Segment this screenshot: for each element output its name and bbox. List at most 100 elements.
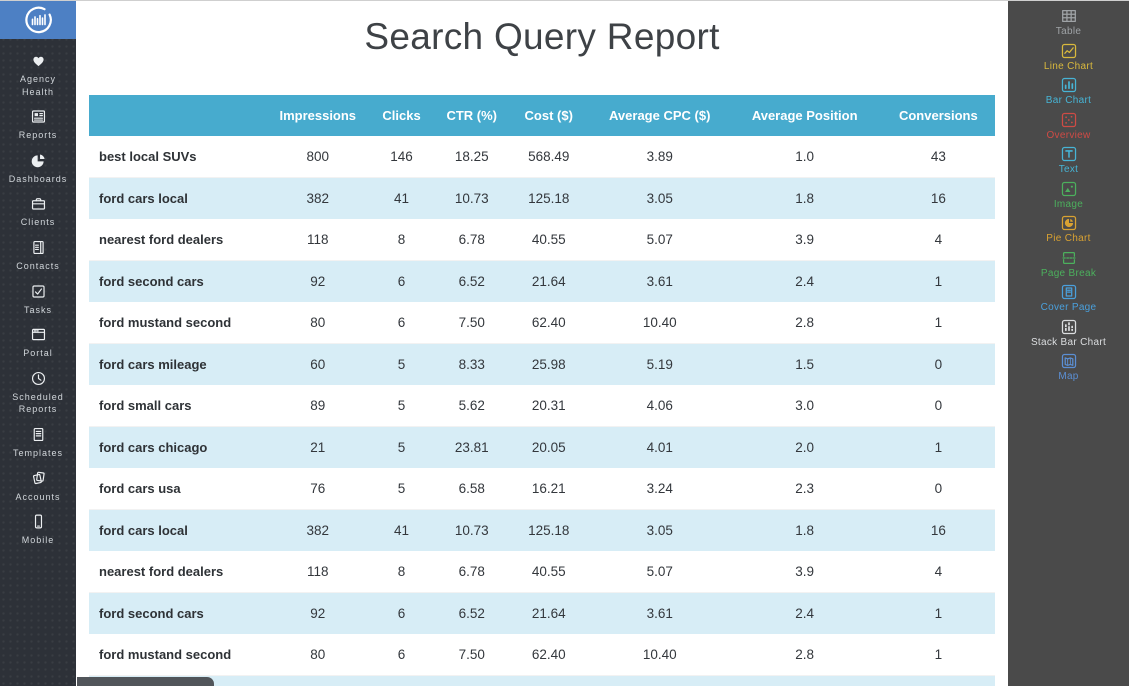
logo-chart-circle-icon	[25, 6, 52, 34]
value-cell: 10.73	[454, 523, 489, 538]
sidebar-item-label: Scheduled Reports	[12, 391, 64, 415]
value-cell: 6.78	[458, 564, 485, 579]
value-cell: 6	[397, 606, 406, 621]
palette-item-pie-chart[interactable]: Pie Chart	[1008, 214, 1129, 249]
column-header-conversions: Conversions	[881, 95, 995, 136]
sidebar-item-contacts[interactable]: Contacts	[0, 239, 76, 273]
sidebar-item-tasks[interactable]: Tasks	[0, 283, 76, 317]
palette-item-bar-chart[interactable]: Bar Chart	[1008, 76, 1129, 111]
table-row: ford cars mileage 60 5 8.33 25.98 5.19 1.5 0	[89, 343, 995, 385]
value-cell: 1	[934, 315, 943, 330]
value-cell: 1	[934, 647, 943, 662]
table-row: ford cars local 382 41 10.73 125.18 3.05 1.8 16	[89, 509, 995, 551]
left-nav: Agency Health Reports Dashboards Clients Con…	[0, 39, 76, 552]
palette-item-line-chart[interactable]: Line Chart	[1008, 42, 1129, 77]
query-cell: ford mustand second	[99, 315, 232, 330]
value-cell: 5.07	[646, 232, 673, 247]
sidebar-item-reports[interactable]: Reports	[0, 108, 76, 142]
value-cell: 800	[306, 149, 330, 164]
palette-item-overview[interactable]: Overview	[1008, 111, 1129, 146]
column-header-cost-: Cost ($)	[505, 95, 592, 136]
value-cell: 3.9	[795, 232, 815, 247]
partial-next-row	[89, 676, 995, 686]
palette-item-label: Map	[1058, 371, 1079, 382]
value-cell: 2.4	[795, 274, 815, 289]
app-logo[interactable]	[0, 1, 76, 39]
value-cell: 10.40	[642, 315, 677, 330]
column-header-impressions: Impressions	[270, 95, 366, 136]
sidebar-item-dashboards[interactable]: Dashboards	[0, 152, 76, 186]
table-row: ford second cars 92 6 6.52 21.64 3.61 2.4 1	[89, 260, 995, 302]
sidebar-item-label: Reports	[18, 130, 58, 141]
sidebar-item-portal[interactable]: Portal	[0, 326, 76, 360]
bar-chart-icon	[1060, 76, 1078, 94]
table-body: best local SUVs 800 146 18.25 568.49 3.89 1.0 4…	[89, 136, 995, 676]
mobile-phone-icon	[30, 513, 47, 530]
column-header-query	[89, 95, 271, 136]
table-row: ford mustand second 80 6 7.50 62.40 10.40 2.8 1	[89, 634, 995, 676]
query-cell: ford cars local	[99, 191, 188, 206]
value-cell: 25.98	[531, 357, 566, 372]
value-cell: 76	[310, 481, 326, 496]
left-sidebar: Agency Health Reports Dashboards Clients Con…	[0, 1, 76, 686]
palette-item-page-break[interactable]: Page Break	[1008, 249, 1129, 284]
value-cell: 16.21	[531, 481, 566, 496]
value-cell: 7.50	[458, 647, 485, 662]
sidebar-item-templates[interactable]: Templates	[0, 426, 76, 460]
palette-item-stack-bar-chart[interactable]: Stack Bar Chart	[1008, 318, 1129, 353]
value-cell: 21	[310, 440, 326, 455]
query-cell: ford cars usa	[99, 481, 181, 496]
widget-palette: Table Line Chart Bar Chart Overview Text Imag…	[1008, 1, 1129, 686]
portal-window-icon	[30, 326, 47, 343]
table-row: best local SUVs 800 146 18.25 568.49 3.89 1.0 4…	[89, 136, 995, 178]
value-cell: 43	[930, 149, 946, 164]
palette-item-label: Cover Page	[1040, 302, 1097, 313]
table-row: ford cars local 382 41 10.73 125.18 3.05 1.8 16	[89, 177, 995, 219]
value-cell: 16	[930, 191, 946, 206]
line-chart-icon	[1060, 42, 1078, 60]
table-row: nearest ford dealers 118 8 6.78 40.55 5.07 3.9…	[89, 551, 995, 593]
palette-item-image[interactable]: Image	[1008, 180, 1129, 215]
palette-item-map[interactable]: Map	[1008, 352, 1129, 387]
table-row: ford cars usa 76 5 6.58 16.21 3.24 2.3 0	[89, 468, 995, 510]
value-cell: 0	[934, 481, 943, 496]
value-cell: 8	[397, 564, 406, 579]
sidebar-item-label: Accounts	[15, 491, 61, 502]
palette-item-label: Pie Chart	[1046, 233, 1091, 244]
sidebar-item-label: Agency Health	[19, 74, 57, 97]
agency-health-heart-icon	[30, 52, 47, 69]
palette-item-cover-page[interactable]: Cover Page	[1008, 283, 1129, 318]
table-row: ford mustand second 80 6 7.50 62.40 10.40 2.8 1	[89, 302, 995, 344]
value-cell: 3.9	[795, 564, 815, 579]
palette-item-text[interactable]: Text	[1008, 145, 1129, 180]
value-cell: 382	[306, 191, 330, 206]
table-widget-icon	[1060, 7, 1078, 25]
sidebar-item-mobile[interactable]: Mobile	[0, 513, 76, 547]
palette-item-label: Page Break	[1040, 267, 1097, 279]
value-cell: 5	[397, 440, 406, 455]
palette-item-table[interactable]: Table	[1008, 7, 1129, 42]
table-row: ford second cars 92 6 6.52 21.64 3.61 2.4 1	[89, 592, 995, 634]
sidebar-item-label: Clients	[20, 217, 56, 228]
value-cell: 21.64	[531, 606, 566, 621]
value-cell: 1	[934, 606, 943, 621]
tasks-checkbox-icon	[30, 283, 47, 300]
value-cell: 1.8	[795, 523, 815, 538]
value-cell: 40.55	[531, 232, 566, 247]
palette-item-label: Line Chart	[1043, 60, 1094, 72]
sidebar-item-scheduled-reports[interactable]: Scheduled Reports	[0, 370, 76, 416]
sidebar-item-agency-health[interactable]: Agency Health	[0, 52, 76, 98]
value-cell: 4.01	[646, 440, 673, 455]
sidebar-item-clients[interactable]: Clients	[0, 195, 76, 229]
query-cell: ford second cars	[99, 274, 204, 289]
query-cell: ford mustand second	[99, 647, 232, 662]
sidebar-item-label: Portal	[23, 348, 53, 359]
value-cell: 89	[310, 398, 326, 413]
query-cell: ford cars chicago	[99, 440, 208, 455]
search-query-table[interactable]: Impressions Clicks CTR (%) Cost ($) Average …	[89, 95, 995, 676]
value-cell: 6	[397, 274, 406, 289]
sidebar-item-accounts[interactable]: Accounts	[0, 470, 76, 504]
value-cell: 8.33	[458, 357, 485, 372]
status-tooltip	[77, 677, 214, 686]
palette-item-label: Text	[1058, 164, 1079, 175]
